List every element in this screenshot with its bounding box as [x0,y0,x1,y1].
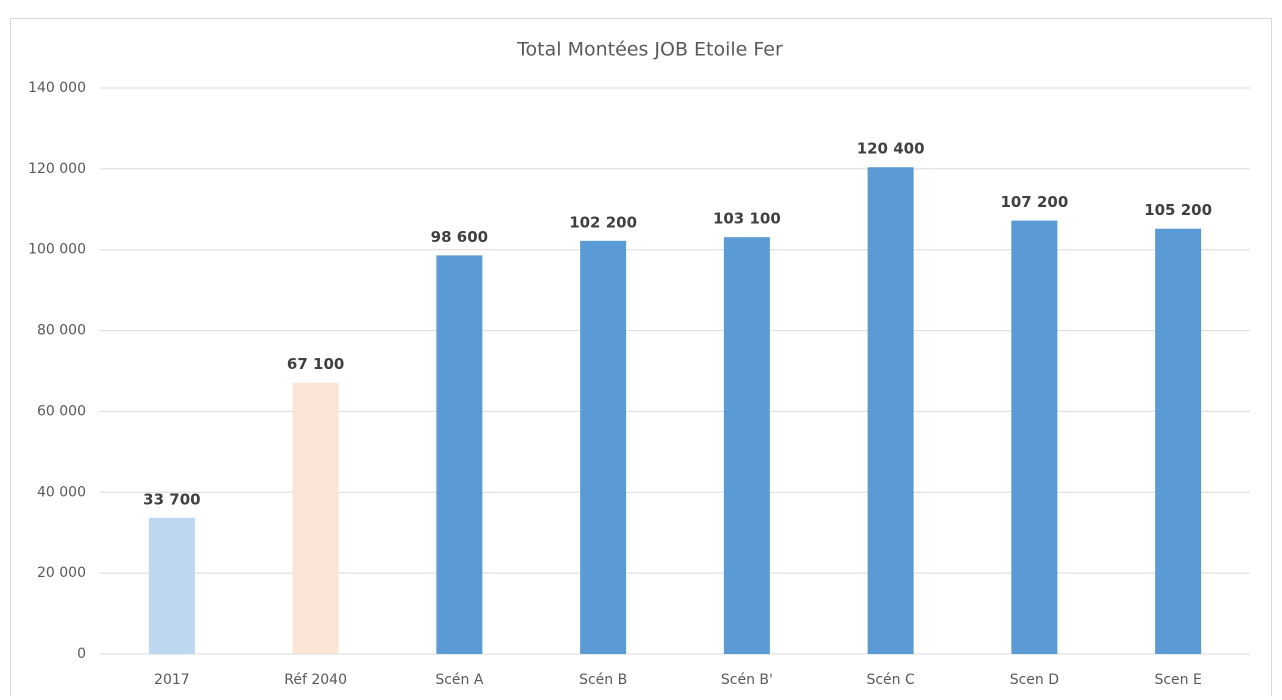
bar [1011,220,1058,654]
data-label: 98 600 [431,228,488,246]
x-tick-label: 2017 [154,672,190,688]
data-label: 33 700 [143,490,200,508]
data-label: 105 200 [1144,201,1212,219]
bar [867,167,914,655]
y-tick-label: 60 000 [37,403,86,419]
y-tick-label: 20 000 [37,565,86,581]
chart-border [10,18,1272,700]
y-tick-label: 0 [77,646,86,662]
x-tick-label: Scén B' [721,672,773,688]
data-label: 103 100 [713,210,781,228]
y-tick-label: 120 000 [28,161,86,177]
data-label: 67 100 [287,355,344,373]
data-label: 107 200 [1000,193,1068,211]
x-tick-label: Scén A [435,672,484,688]
x-tick-label: Réf 2040 [284,672,347,688]
bar [436,255,483,655]
y-tick-label: 140 000 [28,80,86,96]
x-tick-label: Scen E [1154,672,1201,688]
data-label: 102 200 [569,213,637,231]
bar [580,240,627,654]
y-tick-label: 100 000 [28,242,86,258]
y-tick-label: 40 000 [37,484,86,500]
x-tick-label: Scén B [579,672,627,688]
y-tick-label: 80 000 [37,323,86,339]
data-label: 120 400 [857,140,925,158]
bar [1155,228,1202,655]
chart-title: Total Montées JOB Etoile Fer [516,39,783,61]
x-tick-label: Scen D [1010,672,1059,688]
x-tick-label: Scén C [866,672,915,688]
bar [292,382,339,654]
bar [148,517,195,654]
bar [723,237,770,654]
